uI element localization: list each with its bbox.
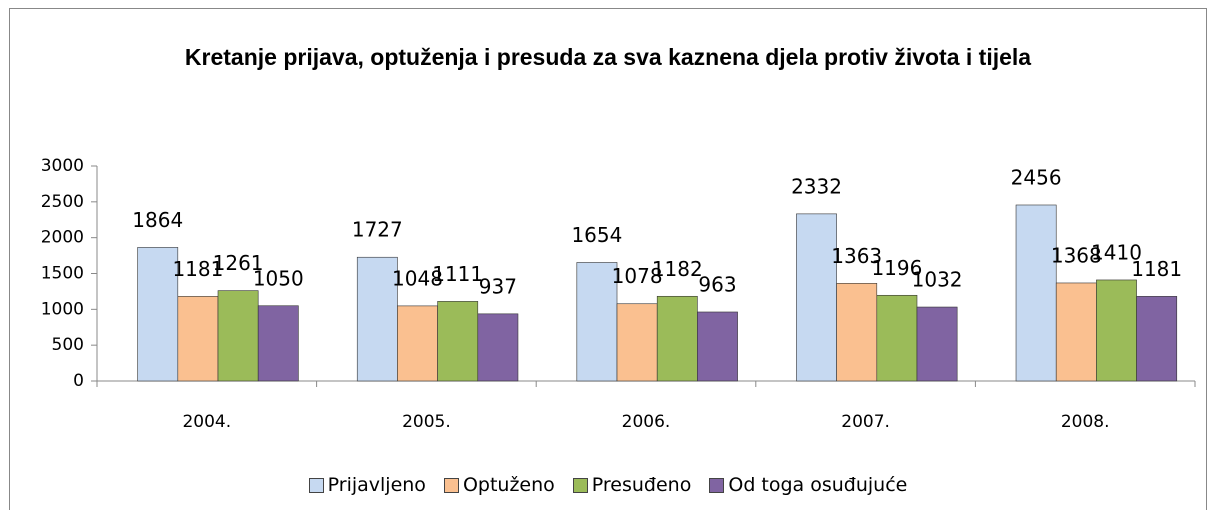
bar: [796, 213, 837, 382]
legend-label: Od toga osuđujuće: [728, 474, 908, 496]
value-label: 1050: [253, 266, 304, 290]
y-tick-label: 500: [52, 335, 84, 355]
legend-swatch: [308, 477, 324, 493]
value-label: 1864: [132, 208, 183, 232]
bar: [177, 296, 219, 382]
bar: [477, 313, 519, 382]
x-tick-label: 2005.: [402, 412, 451, 432]
chart-title: Kretanje prijava, optuženja i presuda za…: [184, 44, 1032, 70]
bar: [1096, 279, 1137, 382]
bar: [576, 262, 618, 382]
bar: [1055, 282, 1097, 382]
chart-border: [9, 8, 1207, 510]
bar: [616, 303, 658, 382]
y-tick-label: 3000: [41, 156, 84, 176]
legend-item: Od toga osuđujuće: [709, 474, 907, 496]
bar: [257, 305, 299, 382]
bar: [1015, 204, 1057, 382]
value-label: 1111: [432, 262, 483, 286]
legend-item: Prijavljeno: [308, 474, 426, 496]
value-label: 1181: [172, 257, 223, 281]
value-label: 1727: [352, 218, 403, 242]
value-label: 1182: [652, 257, 703, 281]
legend-swatch: [709, 477, 725, 493]
x-tick-label: 2008.: [1061, 412, 1110, 432]
value-label: 2456: [1011, 165, 1062, 189]
legend-swatch: [572, 477, 588, 493]
legend-label: Prijavljeno: [327, 474, 426, 496]
x-tick-label: 2007.: [841, 412, 890, 432]
y-tick-label: 1000: [41, 299, 84, 319]
legend-swatch: [443, 477, 459, 493]
value-label: 1410: [1091, 240, 1142, 264]
bar: [397, 305, 438, 382]
value-label: 937: [479, 274, 517, 298]
bar: [836, 283, 878, 382]
value-label: 2332: [791, 174, 842, 198]
legend-item: Presuđeno: [572, 474, 692, 496]
bar: [916, 306, 958, 382]
value-label: 1363: [831, 244, 882, 268]
bar: [876, 294, 918, 382]
bar: [356, 256, 398, 382]
y-tick-label: 2500: [41, 192, 84, 212]
y-tick-label: 0: [73, 371, 84, 391]
legend-item: Optuženo: [443, 474, 555, 496]
value-label: 963: [698, 272, 736, 296]
bar: [656, 295, 698, 382]
value-label: 1181: [1131, 257, 1182, 281]
x-tick-label: 2006.: [622, 412, 671, 432]
bar: [1136, 296, 1178, 382]
y-tick-label: 1500: [41, 264, 84, 284]
value-label: 1032: [912, 268, 963, 292]
value-label: 1048: [392, 266, 443, 290]
value-label: 1654: [571, 223, 622, 247]
value-label: 1196: [871, 256, 922, 280]
bar: [437, 301, 479, 382]
legend-label: Optuženo: [462, 474, 555, 496]
bar: [217, 290, 259, 382]
bar: [137, 247, 179, 382]
bar: [697, 311, 738, 382]
y-tick-label: 2000: [41, 228, 84, 248]
legend: Prijavljeno Optuženo Presuđeno Od toga osuđ…: [0, 474, 1216, 496]
legend-label: Presuđeno: [591, 474, 692, 496]
value-label: 1078: [612, 264, 663, 288]
value-label: 1368: [1051, 243, 1102, 267]
value-label: 1261: [213, 251, 264, 275]
x-tick-label: 2004.: [182, 412, 231, 432]
